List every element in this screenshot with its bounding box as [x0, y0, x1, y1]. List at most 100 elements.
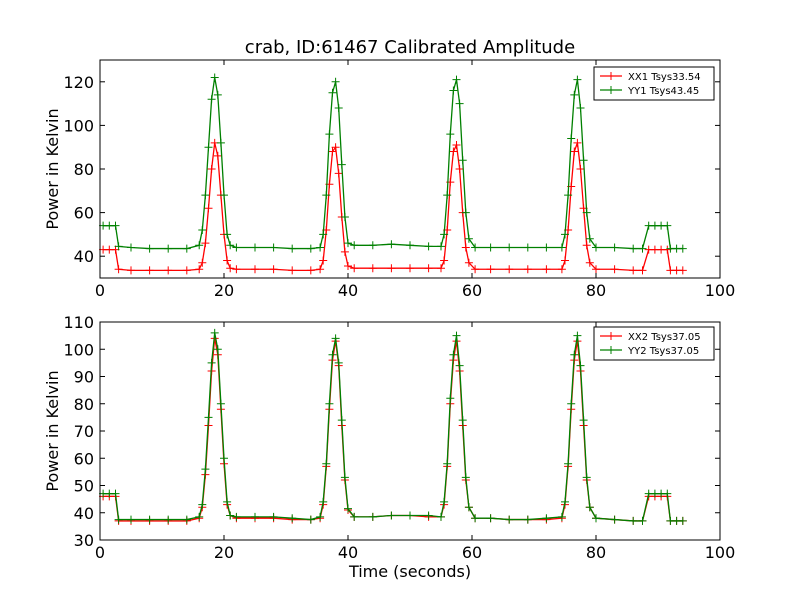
data-point-marker	[471, 265, 480, 274]
y-tick-label: 70	[74, 422, 94, 441]
data-point-marker	[182, 515, 191, 524]
data-point-marker	[561, 256, 569, 265]
data-point-marker	[232, 243, 241, 252]
data-point-marker	[210, 328, 219, 337]
data-point-marker	[269, 512, 278, 521]
data-point-marker	[164, 244, 173, 253]
data-point-marker	[288, 514, 297, 523]
data-point-marker	[573, 138, 582, 147]
bottom-panel: 0 20 40 60 80 100 30 40 50 60 70 80 90 100 110 Power in…	[43, 313, 735, 581]
y-tick-label: 90	[74, 368, 94, 387]
data-point-marker	[251, 243, 259, 252]
data-point-marker	[638, 516, 647, 525]
data-point-marker	[561, 497, 569, 506]
x-tick-label: 80	[586, 281, 606, 300]
data-point-marker	[127, 243, 135, 252]
data-point-marker	[334, 358, 343, 367]
data-point-marker	[316, 243, 325, 252]
data-point-marker	[387, 240, 396, 249]
data-point-marker	[251, 512, 259, 521]
data-point-marker	[331, 77, 340, 86]
x-tick-label: 20	[214, 543, 234, 562]
data-point-marker	[387, 511, 396, 520]
data-point-marker	[446, 394, 455, 403]
data-point-marker	[288, 244, 297, 253]
data-point-marker	[269, 265, 278, 274]
data-point-marker	[316, 265, 325, 274]
data-point-marker	[344, 239, 352, 248]
data-point-marker	[471, 243, 480, 252]
data-point-marker	[505, 515, 514, 524]
data-point-marker	[579, 156, 588, 165]
x-tick-label: 40	[338, 281, 358, 300]
data-point-marker	[216, 399, 225, 408]
data-point-marker	[567, 134, 576, 143]
data-point-marker	[567, 399, 576, 408]
series-2-group	[99, 73, 687, 253]
data-point-marker	[461, 208, 470, 217]
y-tick-label: 50	[74, 477, 94, 496]
y-tick-label: 60	[74, 449, 94, 468]
data-point-marker	[406, 264, 414, 273]
data-point-marker	[557, 265, 566, 274]
data-point-marker	[213, 151, 222, 160]
series-2-group	[99, 328, 687, 525]
data-point-marker	[164, 266, 173, 275]
data-point-marker	[306, 515, 315, 524]
x-axis-label: Time (seconds)	[348, 562, 471, 581]
data-point-marker	[564, 459, 573, 468]
y-tick-label: 110	[63, 313, 94, 332]
data-point-marker	[610, 515, 619, 524]
data-point-marker	[213, 345, 222, 354]
data-point-marker	[471, 514, 480, 523]
y-axis-label: Power in Kelvin	[43, 370, 62, 491]
data-point-marker	[663, 489, 672, 498]
y-tick-label: 30	[74, 531, 94, 550]
data-point-marker	[340, 247, 349, 256]
chart-title: crab, ID:61467 Calibrated Amplitude	[245, 37, 575, 58]
data-point-marker	[638, 244, 647, 253]
data-point-marker	[319, 497, 328, 506]
series-line	[103, 332, 683, 522]
x-tick-label: 0	[95, 543, 105, 562]
data-point-marker	[592, 514, 600, 523]
data-point-marker	[440, 497, 449, 506]
data-point-marker	[505, 243, 514, 252]
data-point-marker	[198, 258, 207, 267]
data-point-marker	[368, 512, 377, 521]
data-point-marker	[340, 473, 349, 482]
data-point-marker	[455, 99, 464, 108]
data-point-marker	[424, 242, 433, 251]
data-point-marker	[145, 244, 154, 253]
data-point-marker	[464, 258, 473, 267]
data-point-marker	[437, 512, 445, 521]
data-point-marker	[226, 241, 235, 250]
data-point-marker	[570, 90, 579, 99]
legend-swatch-marker	[607, 332, 615, 340]
data-point-marker	[216, 138, 225, 147]
data-point-marker	[340, 212, 349, 221]
data-point-marker	[486, 265, 495, 274]
data-point-marker	[344, 262, 352, 271]
data-point-marker	[387, 264, 396, 273]
data-point-marker	[368, 264, 377, 273]
data-point-marker	[452, 75, 461, 84]
data-point-marker	[328, 147, 337, 156]
data-point-marker	[328, 350, 337, 359]
data-point-marker	[523, 515, 532, 524]
data-point-marker	[570, 350, 579, 359]
data-point-marker	[464, 234, 473, 243]
data-point-marker	[319, 256, 328, 265]
data-point-marker	[437, 242, 445, 251]
data-point-marker	[145, 515, 154, 524]
data-point-marker	[523, 243, 532, 252]
data-point-marker	[592, 265, 600, 274]
data-point-marker	[328, 88, 337, 97]
data-point-marker	[585, 258, 594, 267]
legend-frame	[593, 326, 715, 361]
data-point-marker	[542, 265, 551, 274]
data-point-marker	[210, 73, 219, 82]
data-point-marker	[437, 264, 445, 273]
data-point-marker	[678, 244, 687, 253]
data-point-marker	[610, 265, 619, 274]
